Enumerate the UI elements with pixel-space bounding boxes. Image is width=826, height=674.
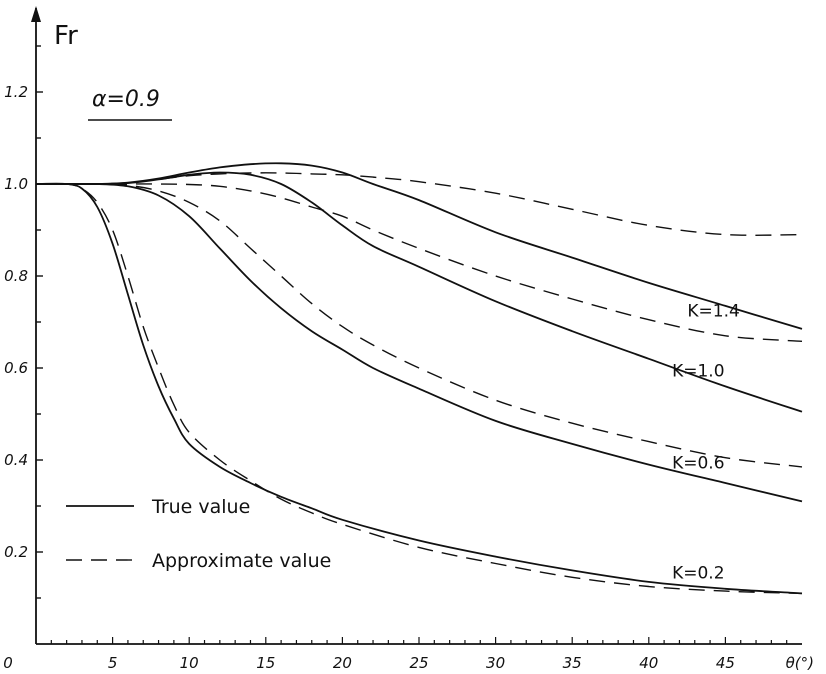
x-tick-label: 20 bbox=[333, 654, 352, 672]
y-axis-title: Fr bbox=[54, 21, 78, 51]
x-tick-label: 40 bbox=[639, 654, 658, 672]
legend-label: True value bbox=[151, 496, 250, 518]
x-tick-label: 0 bbox=[3, 654, 13, 672]
series-k-0-6-dashed bbox=[36, 183, 803, 468]
x-tick-label: 5 bbox=[108, 654, 118, 672]
series-k-1-0-dashed bbox=[36, 183, 803, 342]
series-k-0-2-solid bbox=[35, 182, 803, 595]
ticks: 0.2 0.4 0.6 0.8 1.0 1.2 0 5 10 15 20 25 30 35 40 45 bbox=[3, 45, 788, 672]
y-tick-label: 0.4 bbox=[4, 451, 28, 469]
series-k-0-6-solid bbox=[36, 182, 803, 503]
curves bbox=[35, 162, 803, 595]
x-tick-label: 45 bbox=[716, 654, 735, 672]
legend-label: Approximate value bbox=[152, 550, 331, 572]
x-tick-label: 30 bbox=[486, 654, 505, 672]
x-axis-title: θ(°) bbox=[786, 654, 814, 672]
curve-label: K=0.2 bbox=[672, 564, 724, 584]
y-tick-label: 1.2 bbox=[4, 83, 28, 101]
x-tick-label: 10 bbox=[180, 654, 199, 672]
alpha-annotation: α=0.9 bbox=[92, 87, 160, 112]
legend: True value Approximate value bbox=[66, 496, 331, 572]
labels: θ(°) Fr α=0.9 K=1.4 K=1.0 K=0.6 K=0.2 bbox=[54, 21, 814, 672]
y-tick-label: 0.2 bbox=[4, 543, 28, 561]
x-tick-label: 35 bbox=[563, 654, 582, 672]
y-axis-arrow bbox=[31, 6, 41, 22]
curve-label: K=1.4 bbox=[687, 302, 739, 322]
x-tick-label: 15 bbox=[256, 654, 275, 672]
y-tick-label: 0.8 bbox=[4, 267, 28, 285]
x-tick-label: 25 bbox=[409, 654, 428, 672]
y-tick-label: 1.0 bbox=[4, 175, 28, 193]
series-k-1-0-solid bbox=[36, 171, 803, 413]
curve-label: K=0.6 bbox=[672, 453, 724, 473]
series-k-1-4-dashed bbox=[36, 172, 803, 236]
y-tick-label: 0.6 bbox=[4, 359, 28, 377]
curve-label: K=1.0 bbox=[672, 361, 724, 381]
series-k-0-2-dashed bbox=[35, 182, 803, 595]
